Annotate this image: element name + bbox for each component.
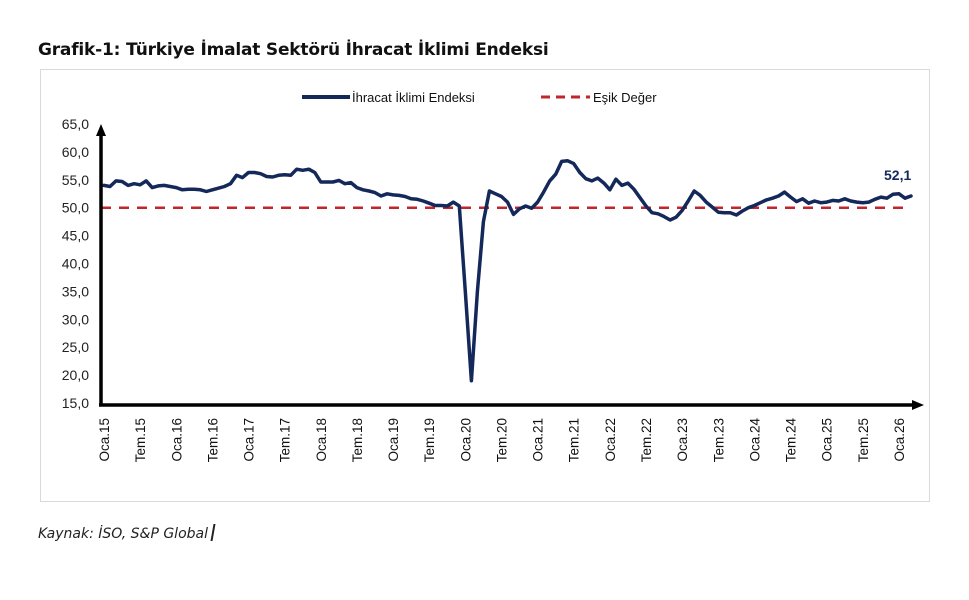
x-tick-label: Tem.17 (278, 418, 293, 462)
x-tick-label: Tem.21 (567, 418, 582, 462)
x-tick-label: Tem.25 (856, 418, 871, 462)
y-axis-arrow-icon (96, 124, 106, 136)
source-text: Kaynak: İSO, S&P Global (38, 526, 208, 542)
x-tick-label: Tem.24 (784, 418, 799, 463)
x-tick-label: Oca.22 (603, 418, 618, 462)
x-tick-label: Oca.15 (97, 418, 112, 462)
y-tick-label: 65,0 (62, 116, 89, 132)
x-axis-arrow-icon (912, 400, 924, 410)
x-tick-label: Oca.23 (675, 418, 690, 462)
x-tick-label: Oca.18 (314, 418, 329, 462)
x-tick-label: Tem.23 (711, 418, 726, 462)
y-tick-label: 25,0 (62, 339, 89, 355)
axes (96, 124, 924, 410)
y-tick-label: 40,0 (62, 256, 89, 272)
x-tick-label: Oca.17 (242, 418, 257, 462)
y-tick-label: 35,0 (62, 283, 89, 299)
y-axis-ticks: 65,0 60,0 55,0 50,0 45,0 40,0 35,0 30,0 25,0 20,0… (62, 116, 89, 411)
x-tick-label: Oca.16 (169, 418, 184, 462)
series-line (102, 159, 913, 383)
x-tick-label: Tem.15 (133, 418, 148, 462)
x-tick-label: Oca.26 (892, 418, 907, 462)
chart-frame (40, 69, 930, 502)
legend-threshold-label: Eşik Değer (593, 90, 657, 105)
x-axis-ticks: Oca.15 Tem.15 Oca.16 Tem.16 Oca.17 Tem.17 Oca.… (97, 418, 907, 463)
y-tick-label: 45,0 (62, 228, 89, 244)
x-tick-label: Tem.18 (350, 418, 365, 462)
x-tick-label: Tem.20 (494, 418, 509, 462)
x-tick-label: Tem.22 (639, 418, 654, 462)
legend-series-label: İhracat İklimi Endeksi (352, 90, 475, 105)
y-tick-label: 30,0 (62, 311, 89, 327)
x-tick-label: Tem.16 (205, 418, 220, 462)
x-tick-label: Oca.24 (747, 418, 762, 462)
last-value-annotation: 52,1 (884, 167, 911, 183)
chart-title: Grafik-1: Türkiye İmalat Sektörü İhracat… (38, 40, 549, 60)
x-tick-label: Tem.19 (422, 418, 437, 462)
y-tick-label: 55,0 (62, 172, 89, 188)
source-note: Kaynak: İSO, S&P Global (38, 524, 215, 542)
x-tick-label: Oca.20 (458, 418, 473, 462)
y-tick-label: 60,0 (62, 144, 89, 160)
y-tick-label: 15,0 (62, 395, 89, 411)
x-tick-label: Oca.21 (531, 418, 546, 462)
x-tick-label: Oca.25 (820, 418, 835, 462)
x-tick-label: Oca.19 (386, 418, 401, 462)
y-tick-label: 50,0 (62, 200, 89, 216)
legend: İhracat İklimi Endeksi Eşik Değer (302, 90, 657, 105)
y-tick-label: 20,0 (62, 367, 89, 383)
